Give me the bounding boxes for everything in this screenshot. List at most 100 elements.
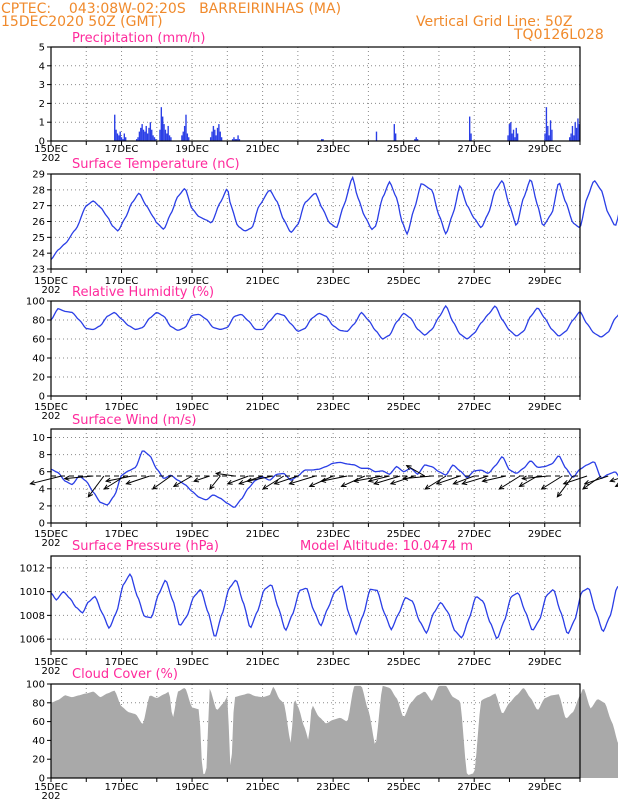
- wind-vector-head: [288, 480, 295, 486]
- y-tick-label: 40: [32, 354, 45, 365]
- precip-bar: [551, 129, 553, 141]
- y-tick-label: 80: [32, 316, 45, 327]
- wind-vector-head: [582, 484, 588, 490]
- panel-title: Cloud Cover (%): [72, 667, 178, 682]
- precip-bar: [414, 139, 416, 141]
- wind-vector: [482, 475, 507, 482]
- x-tick-label: 25DEC: [387, 782, 421, 793]
- precip-bar: [508, 124, 511, 141]
- x-tick-label: 23DEC: [316, 402, 350, 413]
- x-tick-label: 21DEC: [246, 657, 280, 668]
- wind-vector: [541, 475, 563, 490]
- plot-frame: [50, 300, 581, 397]
- y-tick-label: 0: [39, 392, 45, 403]
- precip-bar: [218, 124, 220, 141]
- x-tick-label: 29DEC: [528, 276, 562, 287]
- y-tick-label: 0: [39, 519, 45, 530]
- precip-bar: [544, 133, 546, 141]
- wind-vector: [239, 475, 263, 485]
- x-tick-label: 19DEC: [175, 529, 209, 540]
- precip-bar: [416, 139, 419, 141]
- y-tick-label: 26: [32, 217, 45, 228]
- precip-bar: [320, 139, 323, 141]
- y-tick-label: 80: [32, 698, 45, 709]
- wind-vector: [126, 475, 150, 485]
- x-year-label: 202: [41, 285, 60, 296]
- wind-vector-head: [435, 479, 442, 485]
- panel-title: Surface Temperature (nC): [72, 157, 240, 172]
- panel-rh: 0 20 40 60 80 100 15DEC 17DEC 19DEC 21DEC 23DEC 25D…: [26, 285, 618, 422]
- precip-bar: [164, 129, 167, 141]
- panel-title: Relative Humidity (%): [72, 285, 214, 300]
- x-tick-label: 17DEC: [105, 529, 139, 540]
- plot-frame: [50, 555, 581, 652]
- wind-vector: [462, 475, 489, 485]
- wind-vector-head: [352, 477, 359, 484]
- wind-vector: [610, 478, 618, 482]
- wind-vector: [289, 475, 316, 485]
- precip-bar: [209, 137, 212, 141]
- y-tick-label: 100: [26, 297, 45, 308]
- precip-bar: [185, 114, 187, 141]
- precip-bar: [214, 129, 216, 141]
- precip-bar: [167, 125, 169, 141]
- x-tick-label: 21DEC: [246, 782, 280, 793]
- precip-bar: [212, 125, 215, 141]
- wind-vector: [453, 475, 475, 485]
- precip-bar: [163, 124, 165, 141]
- x-tick-label: 29DEC: [528, 144, 562, 155]
- x-tick-label: 17DEC: [105, 144, 139, 155]
- panel-pres: 1006 1008 1010 1012 15DEC 17DEC 19DEC 21DEC 23DE…: [20, 539, 618, 677]
- precip-bar: [148, 127, 150, 141]
- x-tick-label: 21DEC: [246, 144, 280, 155]
- wind-vector-head: [518, 481, 525, 487]
- precip-bar: [237, 135, 239, 141]
- precip-bar: [545, 107, 548, 141]
- wind-vector-head: [461, 480, 468, 486]
- precip-bar: [415, 137, 417, 141]
- wind-vector-head: [29, 480, 36, 486]
- y-tick-label: 1010: [20, 587, 45, 598]
- x-tick-label: 15DEC: [34, 657, 68, 668]
- wind-vector: [152, 475, 172, 490]
- precip-bar: [375, 131, 378, 141]
- wind-vector-head: [125, 479, 132, 485]
- precip-bar: [183, 125, 186, 141]
- wind-vector: [209, 475, 221, 490]
- y-tick-label: 1012: [20, 563, 45, 574]
- wind-vector: [424, 475, 447, 490]
- plot-frame: [50, 46, 581, 142]
- x-tick-label: 21DEC: [246, 529, 280, 540]
- wind-vector: [353, 475, 383, 482]
- x-tick-label: 29DEC: [528, 402, 562, 413]
- x-tick-label: 27DEC: [457, 402, 491, 413]
- precip-bar: [151, 129, 153, 141]
- panel-title: Surface Wind (m/s): [72, 413, 196, 428]
- wind-vector: [368, 475, 390, 482]
- panel-title: Precipitation (mm/h): [72, 31, 205, 46]
- wind-vector-head: [609, 477, 616, 483]
- x-tick-label: 29DEC: [528, 782, 562, 793]
- precip-bar: [515, 127, 517, 141]
- precip-bar: [393, 124, 395, 141]
- precip-bar: [162, 116, 164, 141]
- wind-vector: [193, 475, 210, 482]
- precip-bar: [188, 137, 190, 141]
- x-tick-label: 19DEC: [175, 782, 209, 793]
- x-tick-label: 23DEC: [316, 782, 350, 793]
- precip-bar: [155, 139, 157, 141]
- wind-vector-head: [320, 477, 327, 483]
- precip-bar: [144, 131, 146, 141]
- wind-vector: [522, 475, 549, 480]
- x-year-label: 202: [41, 791, 60, 800]
- wind-vector-head: [373, 480, 380, 486]
- y-tick-label: 3: [39, 80, 45, 91]
- precip-bar: [236, 139, 238, 141]
- precip-bar: [137, 137, 139, 141]
- y-tick-label: 27: [32, 201, 45, 212]
- panel-cloud: 0 20 40 60 80 100 15DEC 17DEC 19DEC 21DEC 23DEC 25D…: [26, 667, 618, 800]
- y-tick-label: 100: [26, 680, 45, 691]
- wind-vector-head: [63, 475, 70, 481]
- precip-bar: [114, 114, 116, 141]
- precip-bar: [575, 127, 578, 141]
